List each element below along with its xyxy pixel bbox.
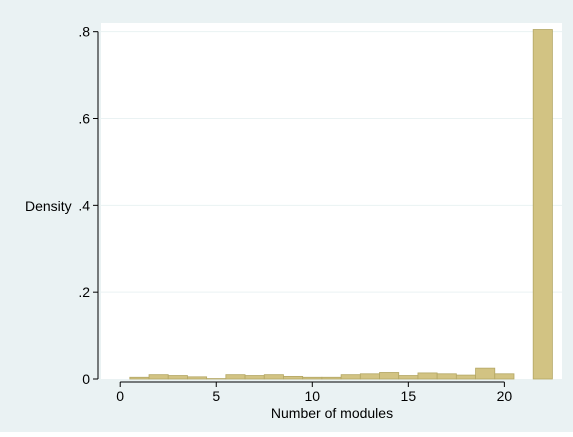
x-tick-label-3: 15 — [401, 388, 417, 404]
x-tick-label-4: 20 — [497, 388, 513, 404]
y-tick-label-3: .6 — [78, 111, 90, 127]
bar-14 — [380, 372, 399, 379]
y-tick-label-0: 0 — [82, 371, 90, 387]
bar-6 — [226, 375, 245, 379]
bar-17 — [437, 374, 456, 379]
bar-2 — [149, 375, 168, 379]
bar-16 — [418, 373, 437, 379]
bar-19 — [476, 368, 495, 379]
bar-10 — [303, 377, 322, 379]
plot-area — [101, 23, 562, 379]
bar-3 — [168, 376, 187, 379]
bar-1 — [130, 377, 149, 379]
x-tick-label-2: 10 — [305, 388, 321, 404]
bar-20 — [495, 374, 514, 379]
bar-4 — [187, 377, 206, 379]
y-axis-label: Density — [25, 198, 72, 214]
bar-18 — [456, 375, 475, 379]
x-tick-label-0: 0 — [116, 388, 124, 404]
y-tick-label-2: .4 — [78, 197, 90, 213]
bar-8 — [264, 375, 283, 379]
x-tick-label-1: 5 — [212, 388, 220, 404]
bar-9 — [283, 376, 302, 379]
bar-7 — [245, 376, 264, 379]
bar-13 — [360, 374, 379, 379]
x-axis-label: Number of modules — [271, 405, 393, 421]
y-tick-label-1: .2 — [78, 284, 90, 300]
bar-22 — [533, 30, 552, 379]
bar-11 — [322, 377, 341, 379]
y-tick-label-4: .8 — [78, 24, 90, 40]
bar-15 — [399, 376, 418, 379]
bar-12 — [341, 375, 360, 379]
